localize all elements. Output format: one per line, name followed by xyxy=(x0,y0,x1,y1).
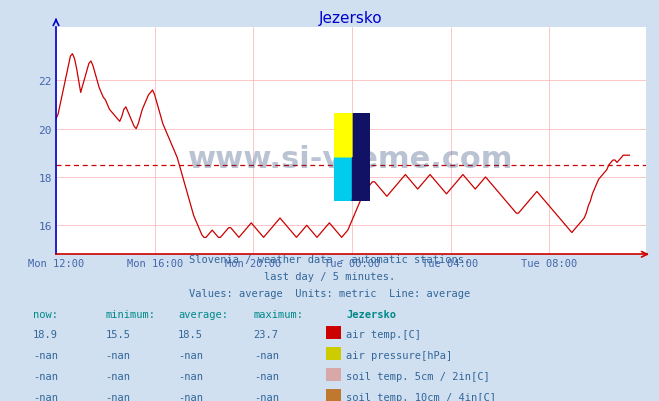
Polygon shape xyxy=(352,158,370,202)
Text: -nan: -nan xyxy=(105,392,130,401)
Text: last day / 5 minutes.: last day / 5 minutes. xyxy=(264,271,395,282)
Text: -nan: -nan xyxy=(33,350,58,360)
Text: -nan: -nan xyxy=(33,392,58,401)
Bar xyxy=(334,158,352,202)
Text: Slovenia / weather data - automatic stations.: Slovenia / weather data - automatic stat… xyxy=(189,255,470,265)
Text: -nan: -nan xyxy=(178,392,203,401)
Bar xyxy=(352,113,370,158)
Text: soil temp. 5cm / 2in[C]: soil temp. 5cm / 2in[C] xyxy=(346,371,490,381)
Text: -nan: -nan xyxy=(254,350,279,360)
Text: -nan: -nan xyxy=(105,371,130,381)
Text: 18.9: 18.9 xyxy=(33,330,58,340)
Text: 23.7: 23.7 xyxy=(254,330,279,340)
Text: -nan: -nan xyxy=(254,392,279,401)
Text: -nan: -nan xyxy=(33,371,58,381)
Text: -nan: -nan xyxy=(105,350,130,360)
Text: 18.5: 18.5 xyxy=(178,330,203,340)
Text: -nan: -nan xyxy=(254,371,279,381)
Text: minimum:: minimum: xyxy=(105,309,156,319)
Text: Jezersko: Jezersko xyxy=(346,309,396,319)
Text: -nan: -nan xyxy=(178,350,203,360)
Text: air pressure[hPa]: air pressure[hPa] xyxy=(346,350,452,360)
Text: soil temp. 10cm / 4in[C]: soil temp. 10cm / 4in[C] xyxy=(346,392,496,401)
Text: 15.5: 15.5 xyxy=(105,330,130,340)
Text: now:: now: xyxy=(33,309,58,319)
Text: average:: average: xyxy=(178,309,228,319)
Polygon shape xyxy=(352,158,370,202)
Text: air temp.[C]: air temp.[C] xyxy=(346,330,421,340)
Polygon shape xyxy=(334,113,352,158)
Bar xyxy=(334,113,352,158)
Text: maximum:: maximum: xyxy=(254,309,304,319)
Text: Values: average  Units: metric  Line: average: Values: average Units: metric Line: aver… xyxy=(189,288,470,298)
Text: -nan: -nan xyxy=(178,371,203,381)
Text: www.si-vreme.com: www.si-vreme.com xyxy=(188,145,513,174)
Title: Jezersko: Jezersko xyxy=(319,10,383,26)
